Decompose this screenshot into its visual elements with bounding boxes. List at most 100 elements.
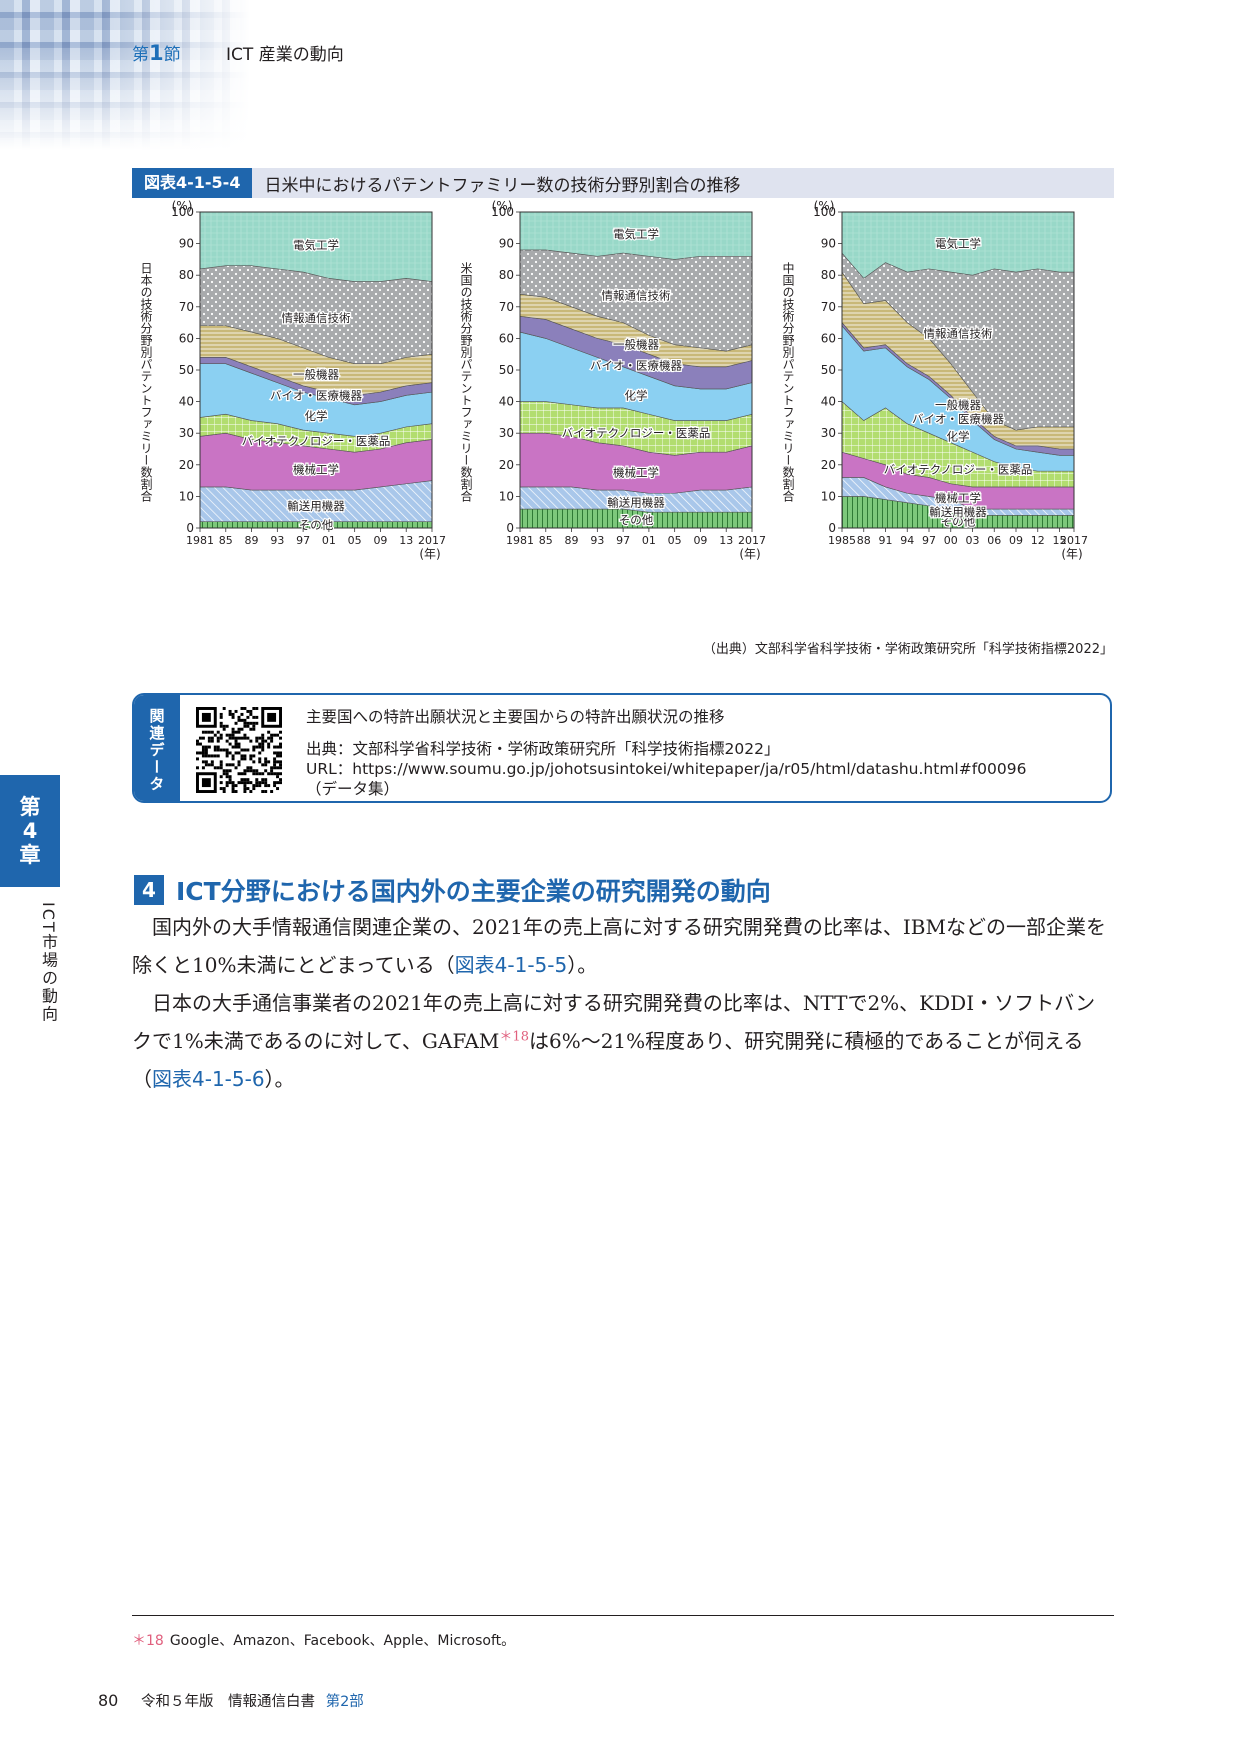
xunit-0: (年) <box>419 547 440 561</box>
ytick-1-0: 0 <box>506 521 514 535</box>
paragraph-2: 日本の大手通信事業者の2021年の売上高に対する研究開発費の比率は、NTTで2%… <box>132 991 1096 1091</box>
xtick-1-9: 2017 <box>738 534 766 547</box>
series-label-1-2: 機械工学 <box>613 466 659 480</box>
series-label-2-1: 輸送用機器 <box>929 505 987 519</box>
footnote-18: ＊18 Google、Amazon、Facebook、Apple、Microsof… <box>132 1630 515 1650</box>
yunit-1: (%) <box>492 200 513 213</box>
xtick-0-7: 09 <box>373 534 387 547</box>
figure-link-4-1-5-5[interactable]: 図表4-1-5-5 <box>454 953 568 977</box>
series-label-1-7: 情報通信技術 <box>602 289 671 303</box>
ylabel-1: 米国の技術分野別パテントファミリー数割合 <box>459 262 473 502</box>
series-label-1-3: バイオテクノロジー・医薬品 <box>562 426 711 440</box>
qr-code-icon[interactable] <box>196 707 282 793</box>
chapter-tab-line1: 第 <box>19 795 41 819</box>
footnote-rule <box>132 1615 1114 1616</box>
xtick-2-0: 1985 <box>828 534 856 547</box>
ytick-0-7: 70 <box>179 300 194 314</box>
ytick-0-2: 20 <box>179 458 194 472</box>
xtick-2-11: 2017 <box>1060 534 1088 547</box>
xtick-2-2: 91 <box>879 534 893 547</box>
series-label-2-4: 化学 <box>947 429 970 443</box>
ytick-0-1: 10 <box>179 489 194 503</box>
ytick-2-2: 20 <box>821 458 836 472</box>
paragraph-1: 国内外の大手情報通信関連企業の、2021年の売上高に対する研究開発費の比率は、I… <box>132 915 1106 977</box>
ytick-0-8: 80 <box>179 268 194 282</box>
xtick-2-10: 15 <box>1053 534 1067 547</box>
section-heading-title: ICT分野における国内外の主要企業の研究開発の動向 <box>176 877 771 906</box>
xtick-2-8: 09 <box>1009 534 1023 547</box>
xtick-1-7: 09 <box>693 534 707 547</box>
ytick-2-3: 30 <box>821 426 836 440</box>
corner-decoration <box>0 0 250 150</box>
related-data-box: 関連データ 主要国への特許出願状況と主要国からの特許出願状況の推移 出典：文部科… <box>132 693 1112 803</box>
ylabel-2: 中国の技術分野別パテントファミリー数割合 <box>781 261 795 502</box>
figure-title: 日米中におけるパテントファミリー数の技術分野別割合の推移 <box>264 175 741 196</box>
ytick-1-9: 90 <box>499 237 514 251</box>
xtick-0-6: 05 <box>348 534 362 547</box>
page-footer: 80 令和５年版 情報通信白書 第2部 <box>98 1690 364 1711</box>
xtick-1-8: 13 <box>719 534 733 547</box>
figure-label: 図表4-1-5-4 <box>132 168 253 198</box>
xtick-0-2: 89 <box>245 534 259 547</box>
figure-title-bar: 図表4-1-5-4 日米中におけるパテントファミリー数の技術分野別割合の推移 <box>132 168 1114 198</box>
series-label-2-2: 機械工学 <box>935 491 981 505</box>
ytick-1-4: 40 <box>499 395 514 409</box>
ytick-0-3: 30 <box>179 426 194 440</box>
xtick-0-5: 01 <box>322 534 336 547</box>
xtick-0-3: 93 <box>270 534 284 547</box>
series-label-2-5: バイオ・医療機器 <box>912 412 1004 426</box>
series-label-2-8: 電気工学 <box>935 237 981 251</box>
xtick-0-1: 85 <box>219 534 233 547</box>
series-label-2-3: バイオテクノロジー・医薬品 <box>884 463 1033 477</box>
ytick-0-10: 100 <box>171 205 194 219</box>
series-label-2-7: 情報通信技術 <box>924 327 993 341</box>
series-label-1-1: 輸送用機器 <box>607 496 665 510</box>
related-data-url[interactable]: URL：https://www.soumu.go.jp/johotsusinto… <box>306 760 1027 778</box>
body-text: 国内外の大手情報通信関連企業の、2021年の売上高に対する研究開発費の比率は、I… <box>132 908 1114 1098</box>
xtick-1-6: 05 <box>668 534 682 547</box>
series-label-1-0: その他 <box>619 513 654 527</box>
figure-source: （出典）文部科学省科学技術・学術政策研究所「科学技術指標2022」 <box>702 642 1113 657</box>
chapter-vertical-title: ICT市場の動向 <box>39 902 58 1024</box>
ylabel-0: 日本の技術分野別パテントファミリー数割合 <box>139 262 153 502</box>
running-header-title: ICT 産業の動向 <box>226 45 344 65</box>
series-label-0-6: 一般機器 <box>293 368 339 382</box>
chapter-tab-line2: 4 <box>22 819 38 843</box>
xtick-2-3: 94 <box>900 534 914 547</box>
series-label-0-4: 化学 <box>305 409 328 423</box>
figure-link-4-1-5-6[interactable]: 図表4-1-5-6 <box>152 1067 265 1091</box>
ytick-0-5: 50 <box>179 363 194 377</box>
part-label: 第2部 <box>325 1694 364 1710</box>
series-label-0-7: 情報通信技術 <box>282 311 351 325</box>
ytick-0-6: 60 <box>179 331 194 345</box>
ytick-2-0: 0 <box>828 521 836 535</box>
ytick-1-8: 80 <box>499 268 514 282</box>
xtick-2-6: 03 <box>966 534 980 547</box>
xtick-2-9: 12 <box>1031 534 1045 547</box>
ytick-0-9: 90 <box>179 237 194 251</box>
chart-title-1: (B) 米国 <box>600 200 647 201</box>
chapter-tab: 第 4 章 <box>0 775 60 887</box>
ytick-1-6: 60 <box>499 331 514 345</box>
footnote-text: Google、Amazon、Facebook、Apple、Microsoft。 <box>169 1633 516 1649</box>
xtick-2-1: 88 <box>857 534 871 547</box>
chart-title-2: (C) 中国 <box>922 200 969 201</box>
ytick-2-6: 60 <box>821 331 836 345</box>
footnote-ref-18[interactable]: ＊18 <box>499 1029 529 1045</box>
xtick-1-2: 89 <box>565 534 579 547</box>
yunit-0: (%) <box>172 200 193 213</box>
series-label-0-0: その他 <box>299 518 334 532</box>
series-label-0-1: 輸送用機器 <box>287 499 345 513</box>
series-label-1-5: バイオ・医療機器 <box>590 358 682 372</box>
xtick-1-4: 97 <box>616 534 630 547</box>
related-data-title: 主要国への特許出願状況と主要国からの特許出願状況の推移 <box>306 708 725 726</box>
ytick-2-9: 90 <box>821 237 836 251</box>
ytick-1-2: 20 <box>499 458 514 472</box>
chapter-tab-line3: 章 <box>19 843 41 867</box>
series-label-2-6: 一般機器 <box>935 398 981 412</box>
related-data-text: 主要国への特許出願状況と主要国からの特許出願状況の推移 出典：文部科学省科学技術… <box>306 707 1026 799</box>
xtick-1-5: 01 <box>642 534 656 547</box>
xtick-1-1: 85 <box>539 534 553 547</box>
